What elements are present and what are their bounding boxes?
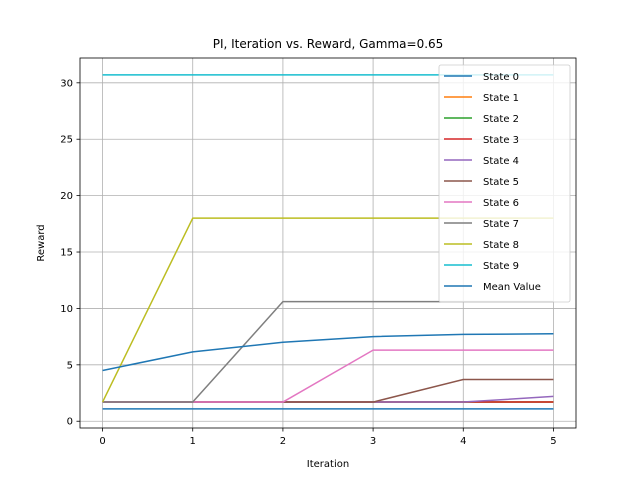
y-tick-label: 20 bbox=[60, 191, 73, 202]
legend: State 0 State 1 State 2 State 3 State 4 State… bbox=[438, 64, 571, 303]
y-tick-label: 30 bbox=[60, 78, 73, 89]
y-tick-label: 5 bbox=[67, 360, 73, 371]
legend-label: State 3 bbox=[483, 135, 519, 146]
legend-label: State 5 bbox=[483, 177, 519, 188]
x-tick-label: 4 bbox=[460, 436, 466, 447]
legend-label: State 0 bbox=[483, 72, 519, 83]
y-tick-label: 0 bbox=[67, 417, 73, 428]
y-tick-label: 10 bbox=[60, 304, 73, 315]
legend-label: State 4 bbox=[483, 156, 519, 167]
x-ticks: 0 1 2 3 4 5 bbox=[99, 428, 557, 447]
x-tick-label: 2 bbox=[280, 436, 286, 447]
legend-label: State 6 bbox=[483, 198, 519, 209]
series-line-mean-value bbox=[102, 333, 554, 372]
legend-label: State 2 bbox=[483, 114, 519, 125]
chart-title: PI, Iteration vs. Reward, Gamma=0.65 bbox=[213, 37, 444, 51]
legend-label: State 9 bbox=[483, 261, 519, 272]
y-tick-label: 25 bbox=[60, 135, 73, 146]
legend-label: State 8 bbox=[483, 240, 519, 251]
series-lines bbox=[101, 74, 554, 410]
legend-box bbox=[438, 64, 571, 303]
plot-frame bbox=[79, 57, 577, 429]
x-tick-label: 5 bbox=[550, 436, 556, 447]
y-tick-label: 15 bbox=[60, 248, 73, 259]
legend-label: State 1 bbox=[483, 93, 519, 104]
x-tick-label: 3 bbox=[370, 436, 376, 447]
legend-label: State 7 bbox=[483, 219, 519, 230]
x-axis-title: Iteration bbox=[307, 459, 349, 470]
x-tick-label: 1 bbox=[190, 436, 196, 447]
y-ticks: 0 5 10 15 20 25 30 bbox=[60, 78, 80, 428]
x-tick-label: 0 bbox=[99, 436, 105, 447]
legend-label: Mean Value bbox=[483, 282, 541, 293]
y-axis-title: Reward bbox=[36, 224, 47, 261]
